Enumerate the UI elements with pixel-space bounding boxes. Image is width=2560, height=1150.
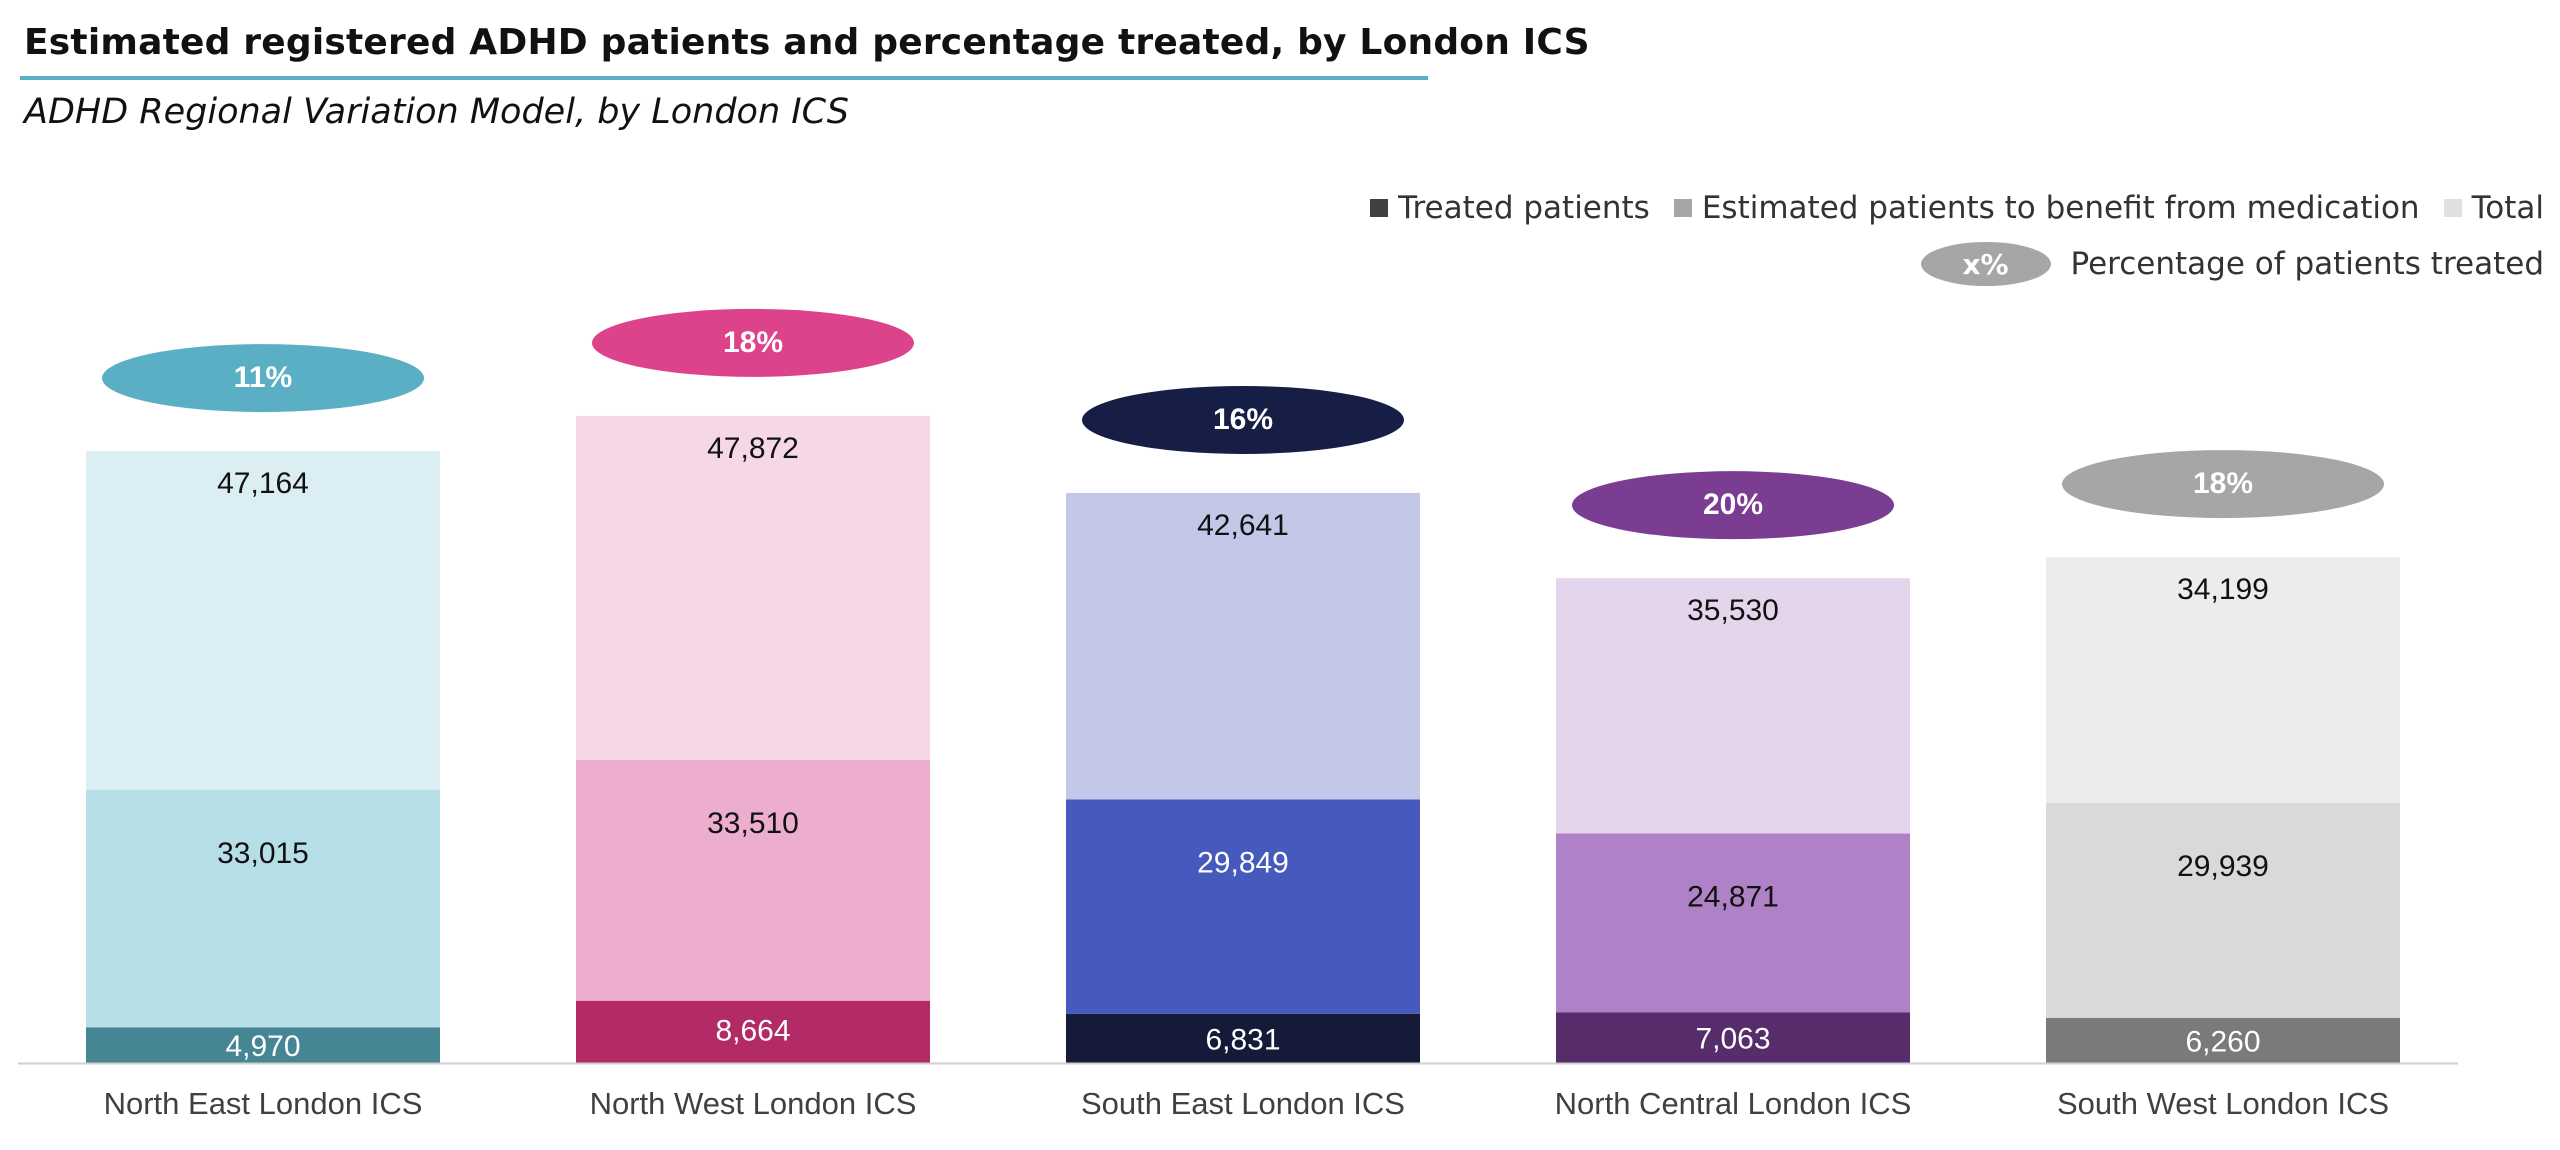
bar-segment-total [86,451,440,791]
percent-treated-label: 11% [234,361,292,394]
percent-pill [102,344,424,413]
value-label-total: 47,164 [217,467,309,500]
percent-treated-label: 20% [1703,488,1763,521]
category-label: North West London ICS [590,1086,917,1121]
bar-segment-treated [1556,1012,1910,1063]
legend-item-treated: Treated patients [1370,190,1650,226]
bar-segment-total [2046,557,2400,803]
bar-segment-treated [86,1027,440,1063]
value-label-benefit: 33,015 [217,837,309,870]
value-label-treated: 8,664 [715,1015,790,1048]
legend-percent-pill: x% [1920,242,2051,286]
bar-segment-benefit [576,759,930,1001]
value-label-treated: 4,970 [225,1030,300,1063]
bar-segment-total [1556,578,1910,834]
value-label-treated: 6,260 [2185,1025,2260,1058]
percent-pill [592,308,914,377]
percent-pill [2062,450,2384,519]
bar-segment-benefit [86,790,440,1028]
value-label-benefit: 24,871 [1687,880,1779,913]
value-label-total: 35,530 [1687,594,1779,627]
value-label-total: 42,641 [1197,509,1289,542]
value-label-total: 47,872 [707,432,799,465]
percent-pill [1572,471,1894,540]
bar-segment-benefit [2046,802,2400,1019]
title-underline [20,76,1428,80]
percent-treated-label: 16% [1213,403,1273,436]
value-label-benefit: 29,849 [1197,846,1289,879]
chart-title: Estimated registered ADHD patients and p… [24,22,1590,63]
category-label: South East London ICS [1081,1086,1405,1121]
category-label: North East London ICS [104,1086,423,1121]
legend: Treated patients Estimated patients to b… [1346,190,2544,226]
value-label-treated: 7,063 [1695,1023,1770,1056]
bar-segment-treated [576,1000,930,1063]
legend-item-total: Total [2443,190,2544,226]
legend-label-treated: Treated patients [1398,190,1650,226]
legend-percent: x% Percentage of patients treated [1920,242,2545,286]
value-label-benefit: 29,939 [2177,850,2269,883]
legend-swatch-treated [1370,199,1389,217]
category-label: South West London ICS [2057,1086,2389,1121]
legend-label-total: Total [2471,190,2544,226]
legend-swatch-benefit [1673,199,1692,217]
legend-percent-label: Percentage of patients treated [2070,246,2545,282]
bar-segment-treated [2046,1018,2400,1063]
value-label-total: 34,199 [2177,573,2269,606]
bar-segment-treated [1066,1013,1420,1063]
category-label: North Central London ICS [1555,1086,1912,1121]
bar-segment-benefit [1066,799,1420,1014]
value-label-treated: 6,831 [1205,1023,1280,1056]
bar-segment-total [1066,492,1420,800]
legend-swatch-total [2443,199,2462,217]
legend-label-benefit: Estimated patients to benefit from medic… [1701,190,2420,226]
legend-item-benefit: Estimated patients to benefit from medic… [1673,190,2420,226]
percent-pill [1082,385,1404,454]
value-label-benefit: 33,510 [707,807,799,840]
percent-treated-label: 18% [723,326,783,359]
bar-segment-total [576,415,930,760]
percent-treated-label: 18% [2193,467,2253,500]
chart-subtitle: ADHD Regional Variation Model, by London… [24,92,849,132]
bar-segment-benefit [1556,833,1910,1013]
